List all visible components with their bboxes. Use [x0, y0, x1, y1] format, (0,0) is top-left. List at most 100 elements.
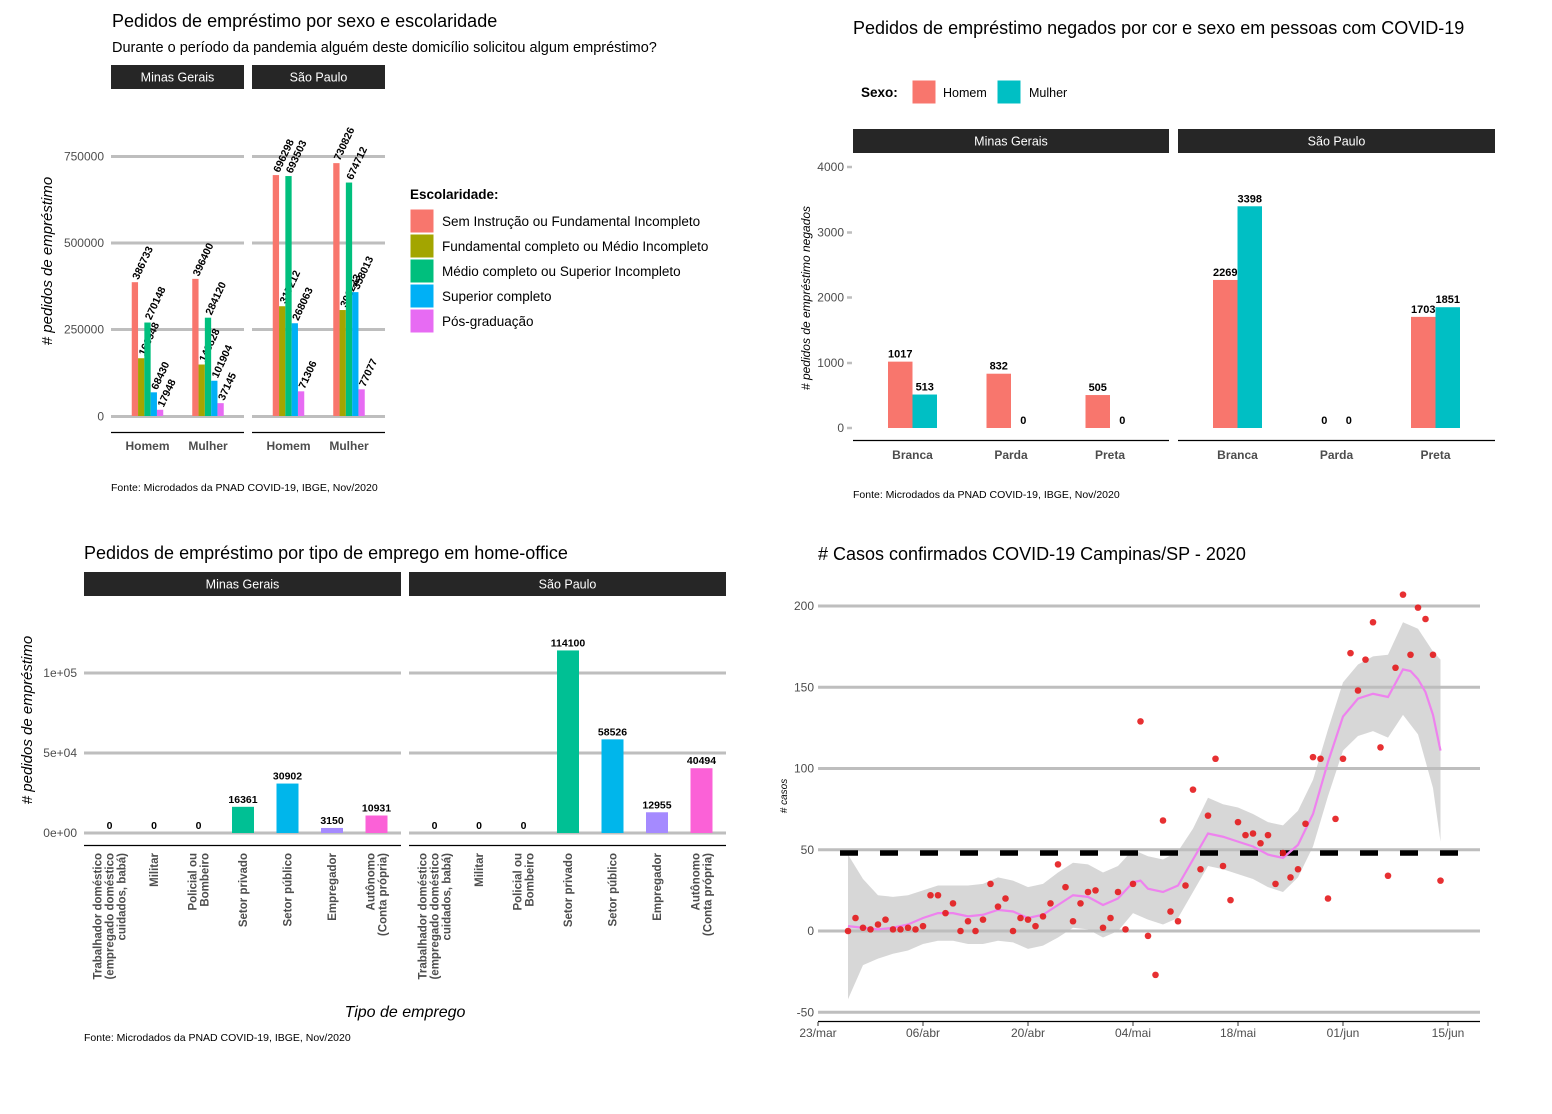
bar — [204, 317, 212, 416]
data-point — [1429, 651, 1437, 659]
x-tick-label: Trabalhador doméstico — [418, 853, 430, 980]
data-point — [942, 909, 949, 917]
y-tick-label: 4000 — [817, 160, 844, 174]
x-tick-label: 01/jun — [1327, 1026, 1360, 1040]
bar-value-label: 505 — [1089, 382, 1107, 394]
bar-value-label: 0 — [1321, 415, 1327, 427]
data-point — [1287, 874, 1294, 881]
bar — [131, 282, 139, 416]
data-point — [1107, 914, 1114, 922]
bar-value-label: 396400 — [191, 241, 217, 278]
bar — [352, 292, 359, 416]
legend-swatch — [409, 233, 435, 259]
y-tick-label: 200 — [794, 599, 814, 613]
data-point — [1347, 649, 1354, 657]
chart-c-caption: Fonte: Microdados da PNAD COVID-19, IBGE… — [84, 1032, 351, 1044]
data-point — [1242, 831, 1249, 839]
bar-value-label: 0 — [196, 820, 202, 832]
data-point — [1392, 664, 1399, 672]
bar — [690, 768, 713, 833]
facet-strip-sao-paulo — [252, 65, 385, 89]
y-tick-label: 0 — [837, 421, 844, 435]
bar-value-label: 0 — [432, 820, 438, 832]
bar-value-label: 30902 — [273, 771, 302, 783]
x-tick-label: Autônomo — [691, 853, 703, 910]
bar-value-label: 1703 — [1411, 304, 1435, 316]
chart-a-caption: Fonte: Microdados da PNAD COVID-19, IBGE… — [111, 482, 378, 494]
x-tick-label: Preta — [1420, 448, 1450, 462]
data-point — [1309, 753, 1317, 761]
data-point — [1159, 817, 1167, 824]
data-point — [1167, 908, 1174, 915]
legend-title: Sexo: — [861, 85, 898, 100]
legend-label: Homem — [943, 86, 987, 100]
data-point — [1024, 916, 1032, 923]
bar — [272, 175, 280, 416]
x-tick-label: Setor público — [283, 853, 295, 926]
x-tick-label: Trabalhador doméstico — [93, 853, 105, 980]
data-point — [1339, 755, 1347, 763]
data-point — [1414, 604, 1422, 611]
bar — [345, 182, 353, 416]
bar — [217, 403, 224, 416]
bar-value-label: 10931 — [362, 803, 391, 815]
legend-label: Mulher — [1029, 86, 1067, 100]
data-point — [1317, 755, 1324, 763]
data-point — [1084, 888, 1092, 896]
x-tick-label: Setor privado — [238, 853, 250, 927]
chart-a-bars: 3867331669482701486843017948396400148828… — [130, 125, 380, 416]
y-tick-label: 150 — [794, 680, 814, 694]
x-tick-label: Policial ou — [188, 853, 200, 911]
bar-value-label: 58526 — [598, 726, 627, 738]
data-point — [1122, 926, 1129, 933]
chart-d-title: # Casos confirmados COVID-19 Campinas/SP… — [818, 544, 1246, 564]
data-point — [867, 926, 874, 933]
chart-a-subtitle: Durante o período da pandemia alguém des… — [112, 40, 657, 56]
data-point — [1257, 839, 1264, 847]
chart-d-x-ticks: 23/mar 06/abr 20/abr 04/mai 18/mai 01/jun 15/j… — [799, 1022, 1464, 1040]
x-tick-label: Preta — [1095, 448, 1125, 462]
bar-value-label: 832 — [990, 361, 1008, 373]
bar — [365, 815, 388, 833]
x-tick-label: (empregado doméstico — [430, 853, 442, 980]
y-tick-label: 50 — [801, 843, 815, 857]
chart-a-title: Pedidos de empréstimo por sexo e escolar… — [112, 11, 497, 31]
data-point — [859, 924, 867, 932]
data-point — [1204, 812, 1212, 819]
data-point — [1092, 887, 1099, 894]
chart-a-legend: Escolaridade: Sem Instrução ou Fundament… — [409, 187, 708, 334]
bar-value-label: 114100 — [551, 637, 586, 649]
data-point — [912, 926, 919, 933]
panel-casos-campinas: # Casos confirmados COVID-19 Campinas/SP… — [779, 544, 1480, 1040]
y-tick-label: 0 — [97, 410, 104, 424]
legend-swatch — [409, 208, 435, 234]
data-point — [994, 903, 1002, 910]
bar-value-label: 0 — [521, 820, 527, 832]
panel-negados: Pedidos de empréstimo negados por cor e … — [799, 18, 1495, 501]
data-point — [1362, 656, 1369, 663]
facet-label-sao-paulo: São Paulo — [539, 578, 597, 592]
data-point — [1114, 888, 1122, 896]
bar — [144, 322, 151, 416]
x-tick-label: (Conta própria) — [378, 853, 390, 936]
bar — [156, 409, 164, 416]
y-tick-label: 100 — [794, 762, 814, 776]
x-tick-label: cuidados, babá) — [442, 853, 454, 941]
y-tick-label: 0e+00 — [43, 826, 77, 840]
x-tick-label: Branca — [892, 448, 933, 462]
chart-d-trend — [847, 668, 1442, 931]
chart-b-x-ticks: Branca Parda Preta Branca Parda Preta — [892, 448, 1451, 462]
data-point — [1189, 786, 1197, 793]
bar — [138, 358, 145, 416]
bar — [150, 392, 157, 416]
bar — [333, 163, 340, 416]
bar — [198, 364, 205, 416]
data-point — [1234, 818, 1242, 826]
chart-c-bars: 0 0 0 16361 30902 3150 10931 0 0 0 114100 58526 1295… — [107, 637, 716, 833]
bar — [339, 310, 346, 416]
data-point — [964, 917, 972, 925]
bar-value-label: 12955 — [642, 799, 671, 811]
y-tick-label: 3000 — [817, 226, 844, 240]
data-point — [949, 900, 957, 907]
